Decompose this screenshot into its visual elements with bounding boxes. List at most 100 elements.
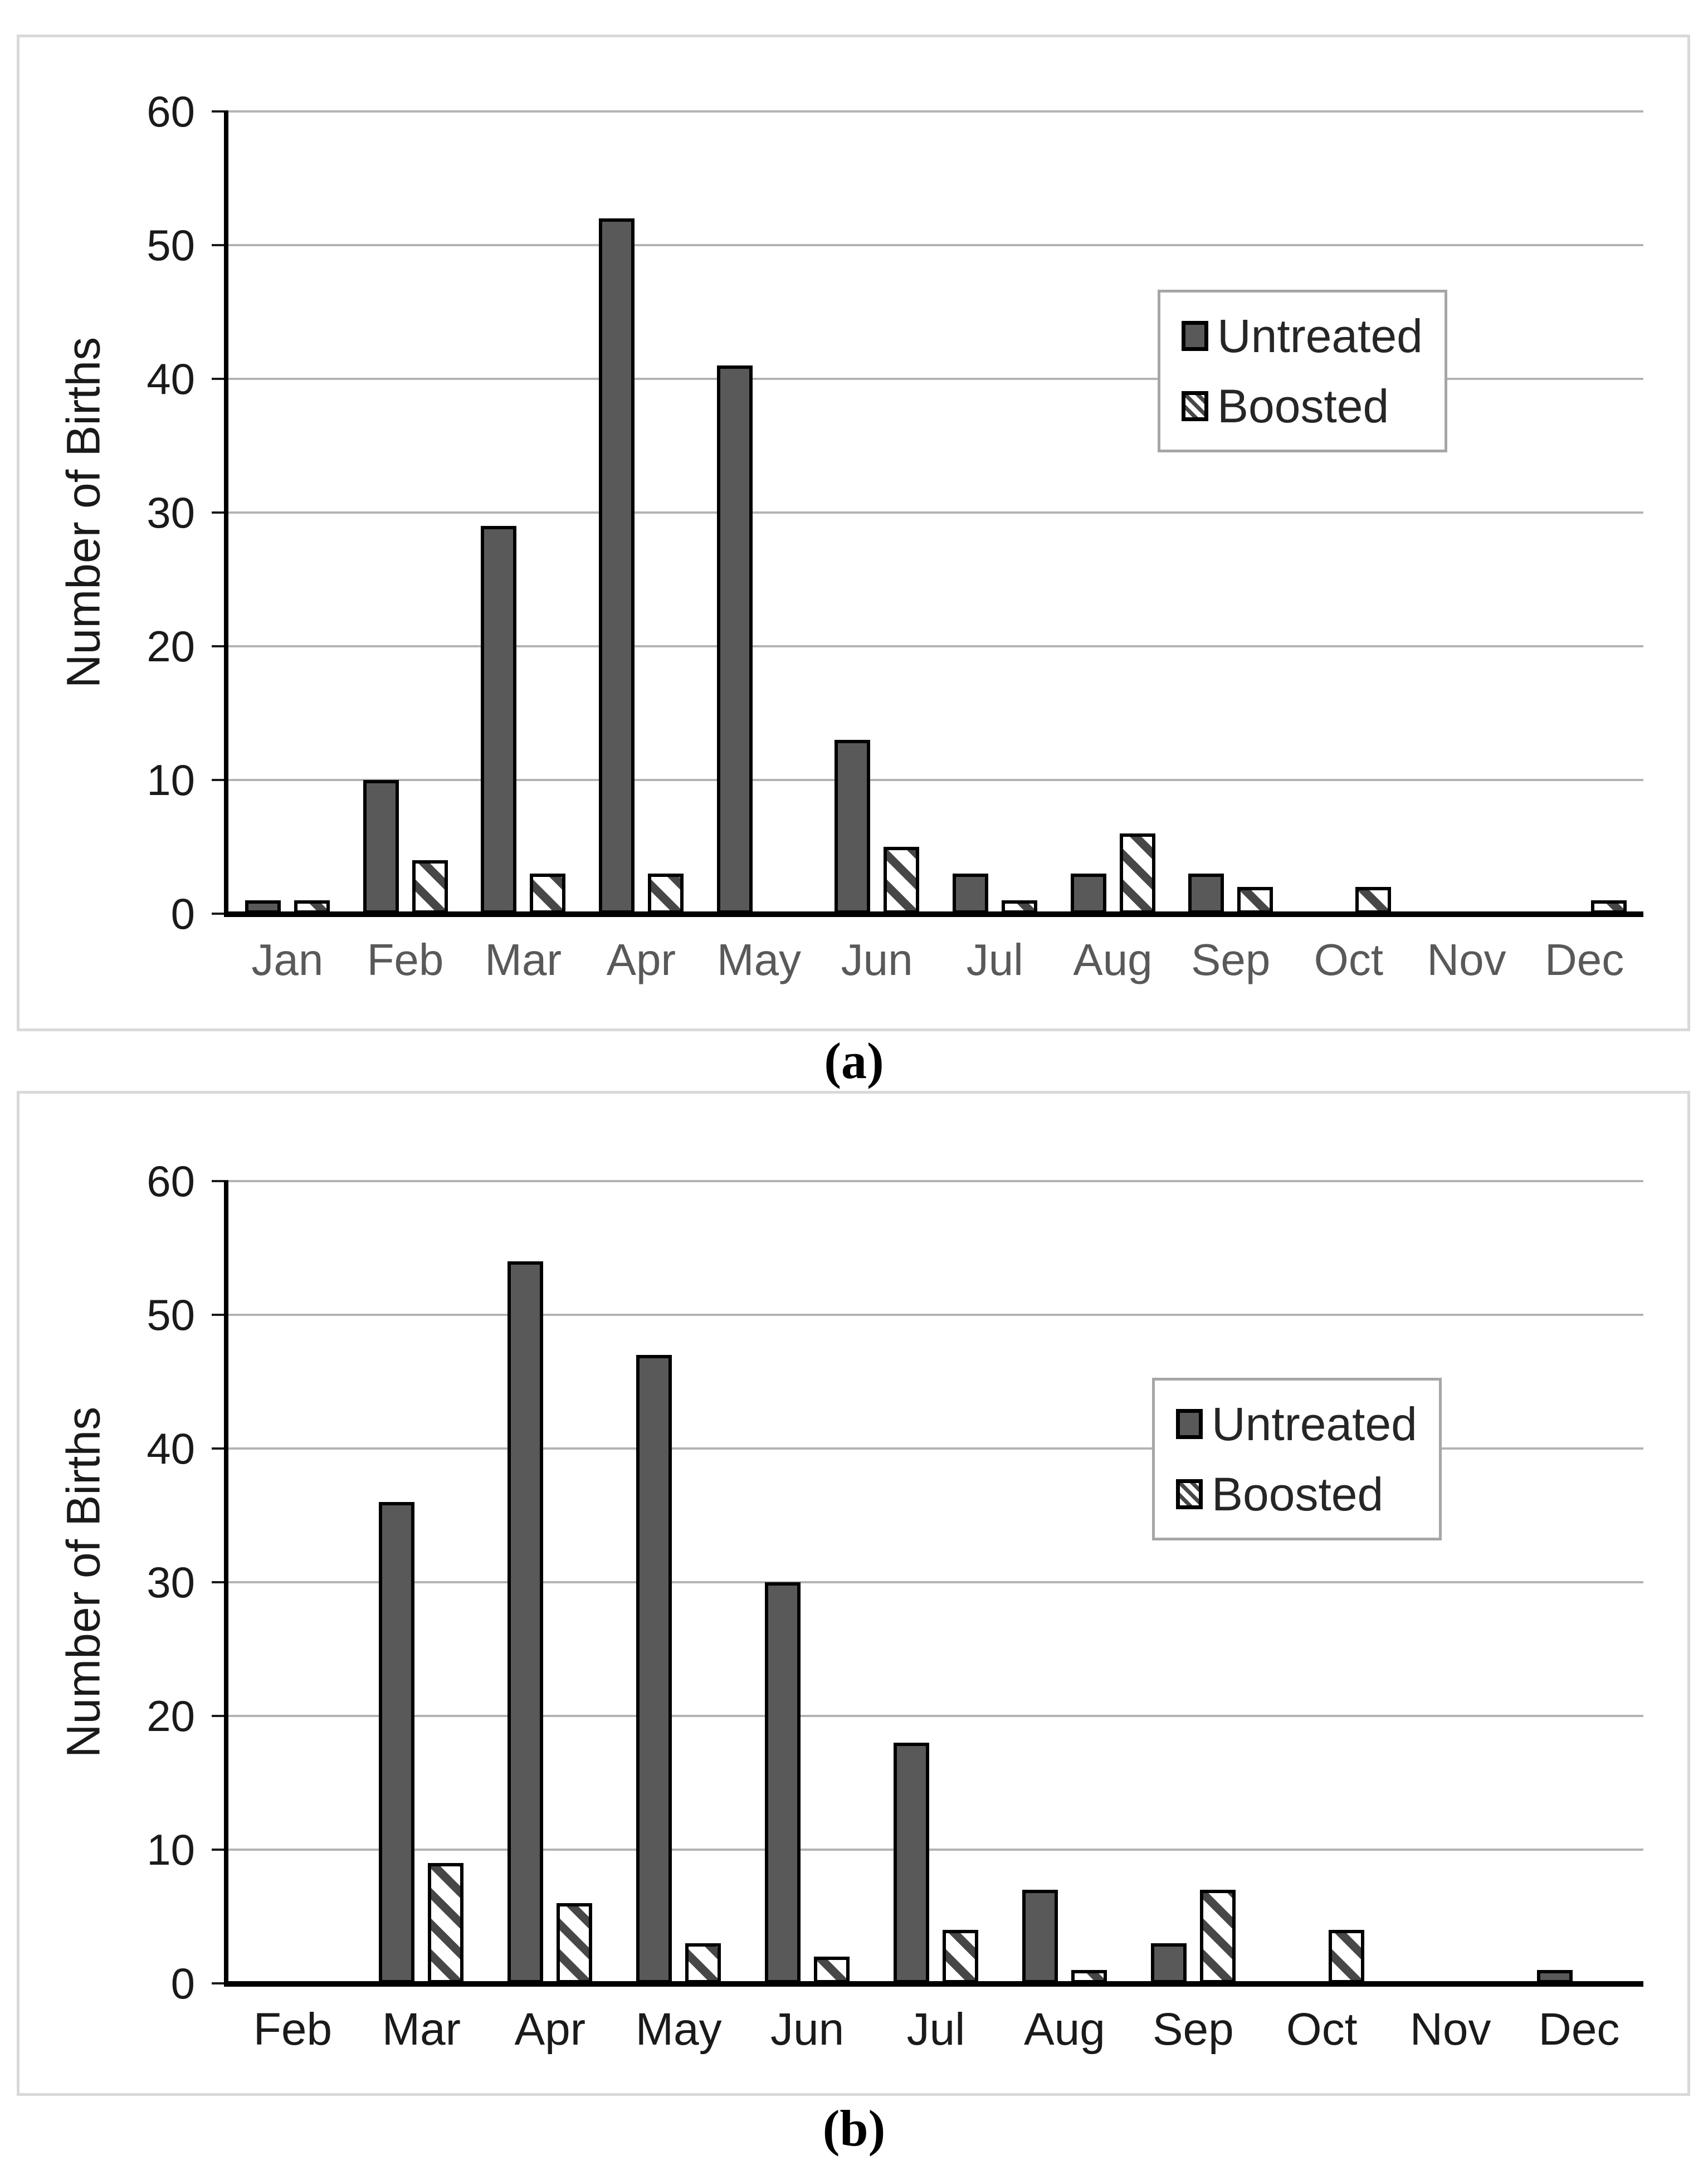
x-axis-line [224, 911, 1643, 917]
bar-untreated-mar [481, 526, 517, 914]
legend-box: Untreated Boosted [1158, 290, 1447, 452]
bar-untreated-aug [1070, 874, 1106, 914]
x-tick-label-nov: Nov [1427, 935, 1506, 984]
y-tick-mark [212, 1982, 228, 1984]
bar-boosted-oct [1328, 1930, 1364, 1983]
y-tick-mark [212, 244, 228, 246]
bar-boosted-jun [814, 1957, 850, 1983]
y-tick-label: 30 [147, 1558, 195, 1607]
x-tick-label-dec: Dec [1538, 2004, 1620, 2055]
x-tick-label-jan: Jan [251, 935, 324, 984]
y-tick-label: 20 [147, 622, 195, 671]
y-tick-label: 50 [147, 221, 195, 270]
y-tick-mark [212, 779, 228, 781]
y-tick-label: 20 [147, 1691, 195, 1740]
bar-untreated-may [636, 1355, 672, 1983]
x-tick-label-apr: Apr [606, 935, 676, 984]
x-tick-label-mar: Mar [382, 2004, 461, 2055]
y-tick-mark [212, 378, 228, 380]
caption-b: (b) [822, 2100, 886, 2157]
y-tick-mark [212, 1447, 228, 1450]
x-tick-label-aug: Aug [1023, 2004, 1105, 2055]
y-tick-label: 50 [147, 1290, 195, 1339]
legend-label: Untreated [1217, 310, 1423, 362]
legend-row-boosted: Boosted [1182, 379, 1445, 433]
bar-untreated-mar [379, 1502, 415, 1983]
bar-untreated-jul [952, 874, 988, 914]
bar-untreated-feb [363, 780, 399, 914]
bar-boosted-jul [943, 1930, 978, 1983]
x-tick-label-jul: Jul [966, 935, 1023, 984]
x-axis-line [224, 1981, 1643, 1987]
y-tick-mark [212, 1314, 228, 1316]
y-tick-label: 40 [147, 1424, 195, 1473]
legend-solid-swatch-icon [1182, 321, 1208, 351]
bar-boosted-feb [412, 860, 448, 914]
legend-solid-swatch-icon [1176, 1409, 1203, 1439]
bar-boosted-jun [884, 847, 920, 914]
legend-label: Boosted [1217, 380, 1389, 432]
y-tick-label: 0 [170, 889, 195, 938]
y-axis-line [224, 1181, 228, 1983]
bar-untreated-aug [1022, 1890, 1058, 1983]
legend-row-boosted: Boosted [1176, 1467, 1439, 1521]
legend-box: Untreated Boosted [1152, 1378, 1442, 1540]
bar-untreated-may [716, 365, 753, 914]
y-tick-label: 60 [147, 87, 195, 136]
y-tick-label: 10 [147, 755, 195, 804]
legend-hatched-swatch-icon [1176, 1479, 1203, 1509]
x-tick-label-nov: Nov [1409, 2004, 1491, 2055]
x-tick-label-feb: Feb [253, 2004, 333, 2055]
bar-boosted-apr [557, 1903, 593, 1983]
x-tick-label-sep: Sep [1152, 2004, 1234, 2055]
x-tick-label-aug: Aug [1073, 935, 1153, 984]
x-tick-label-dec: Dec [1545, 935, 1624, 984]
bar-boosted-aug [1119, 833, 1155, 914]
bar-boosted-mar [428, 1863, 464, 1983]
bar-untreated-jun [765, 1582, 801, 1983]
bar-boosted-mar [530, 874, 566, 914]
y-tick-mark [212, 1849, 228, 1851]
gridline-10 [228, 779, 1643, 781]
gridline-40 [228, 1447, 1643, 1450]
gridline-60 [228, 110, 1643, 113]
x-tick-label-mar: Mar [485, 935, 562, 984]
y-tick-label: 40 [147, 354, 195, 403]
gridline-30 [228, 511, 1643, 514]
bar-untreated-apr [507, 1261, 544, 1983]
gridline-50 [228, 1314, 1643, 1316]
gridline-40 [228, 378, 1643, 380]
bar-boosted-sep [1237, 887, 1273, 914]
y-axis-title: Number of Births [57, 1406, 110, 1758]
y-tick-label: 30 [147, 488, 195, 537]
y-tick-label: 60 [147, 1157, 195, 1206]
x-tick-label-may: May [716, 935, 802, 984]
bar-untreated-jul [894, 1743, 929, 1983]
bar-boosted-apr [647, 874, 684, 914]
gridline-50 [228, 244, 1643, 246]
x-tick-label-jul: Jul [906, 2004, 965, 2055]
y-axis-title: Number of Births [57, 337, 110, 689]
y-tick-mark [212, 1715, 228, 1717]
gridline-10 [228, 1849, 1643, 1851]
y-tick-mark [212, 1581, 228, 1583]
x-tick-label-feb: Feb [367, 935, 444, 984]
x-tick-label-jun: Jun [841, 935, 913, 984]
legend-hatched-swatch-icon [1182, 391, 1208, 421]
bar-boosted-sep [1199, 1890, 1236, 1983]
y-tick-mark [212, 913, 228, 915]
bar-untreated-apr [598, 218, 635, 914]
y-tick-mark [212, 1180, 228, 1182]
y-tick-label: 0 [170, 1959, 195, 2008]
y-tick-label: 10 [147, 1825, 195, 1874]
bar-untreated-jun [835, 740, 871, 914]
gridline-20 [228, 645, 1643, 647]
x-tick-label-may: May [635, 2004, 722, 2055]
y-tick-mark [212, 645, 228, 647]
legend-label: Boosted [1212, 1468, 1384, 1520]
chart-panel-b [17, 1091, 1690, 2096]
legend-row-untreated: Untreated [1182, 309, 1445, 363]
y-tick-mark [212, 110, 228, 113]
gridline-20 [228, 1715, 1643, 1717]
x-tick-label-sep: Sep [1190, 935, 1271, 984]
